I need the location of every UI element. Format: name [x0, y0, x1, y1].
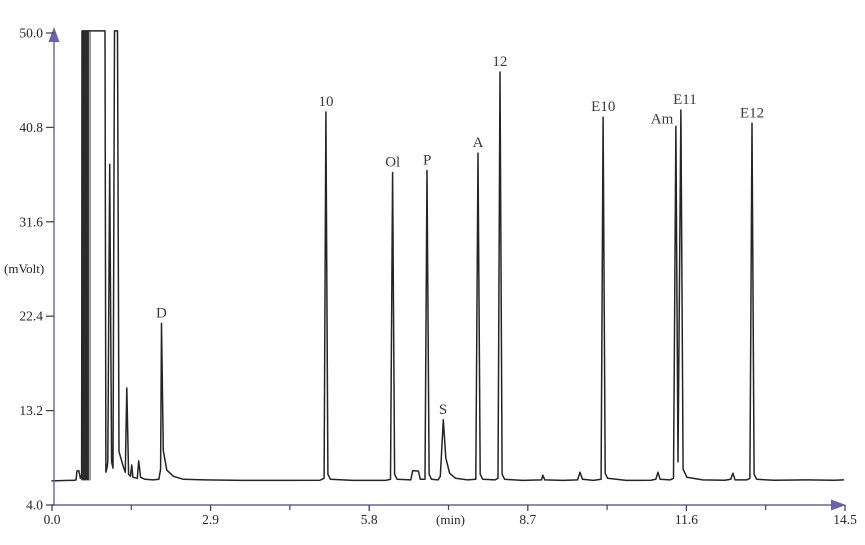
y-axis-unit-label: (mVolt) [4, 261, 44, 276]
x-tick-label: 0.0 [44, 512, 61, 527]
peak-label-A: A [473, 135, 484, 151]
peak-label-D: D [156, 305, 167, 321]
x-tick-label: 2.9 [202, 512, 219, 527]
y-tick-label: 31.6 [19, 214, 43, 229]
peak-label-12: 12 [492, 54, 507, 70]
peak-label-10: 10 [318, 94, 333, 110]
x-axis-unit-label: (min) [436, 512, 465, 527]
y-tick-label: 50.0 [19, 26, 43, 41]
peak-label-S: S [439, 402, 447, 418]
peak-label-E12: E12 [740, 105, 764, 121]
y-tick-label: 4.0 [26, 498, 43, 513]
peak-label-P: P [423, 152, 431, 168]
y-axis-arrow-icon [48, 27, 60, 42]
y-tick-label: 22.4 [19, 309, 43, 324]
peak-label-E11: E11 [673, 92, 697, 108]
y-tick-label: 13.2 [19, 403, 43, 418]
x-axis-arrow-icon [831, 499, 846, 511]
x-tick-label: 5.8 [361, 512, 378, 527]
peak-label-Am: Am [651, 111, 674, 127]
peak-label-Ol: Ol [385, 155, 400, 171]
x-tick-label: 14.5 [833, 512, 857, 527]
x-tick-label: 8.7 [519, 512, 536, 527]
x-tick-label: 11.6 [675, 512, 698, 527]
y-tick-label: 40.8 [19, 120, 43, 135]
peak-label-E10: E10 [591, 99, 615, 115]
solvent-saturated-band [81, 30, 89, 481]
chromatogram-trace [51, 30, 845, 482]
